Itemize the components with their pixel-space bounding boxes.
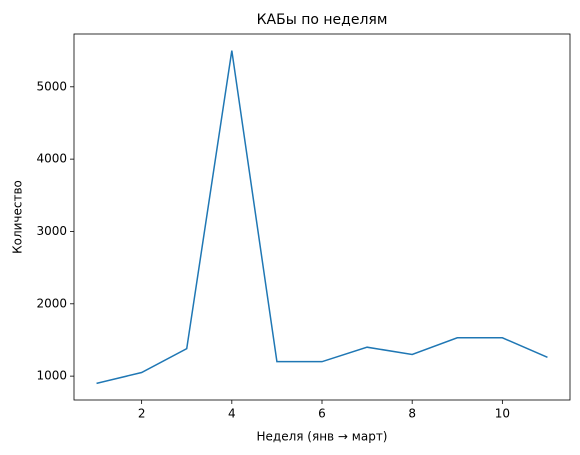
plot-frame [73, 33, 571, 401]
y-tick-label: 1000 [36, 369, 67, 383]
y-tick-label: 5000 [36, 79, 67, 93]
x-tick-label: 4 [228, 407, 236, 421]
y-tick-label: 4000 [36, 152, 67, 166]
x-tick-label: 2 [138, 407, 146, 421]
y-tick-label: 2000 [36, 296, 67, 310]
chart-title: КАБы по неделям [257, 12, 388, 28]
data-line [96, 50, 548, 385]
x-axis-label: Неделя (янв → март) [257, 430, 388, 444]
y-axis-label: Количество [11, 180, 25, 254]
x-tick-label: 10 [495, 407, 510, 421]
y-tick-label: 3000 [36, 224, 67, 238]
x-tick-label: 8 [408, 407, 416, 421]
x-tick-label: 6 [318, 407, 326, 421]
